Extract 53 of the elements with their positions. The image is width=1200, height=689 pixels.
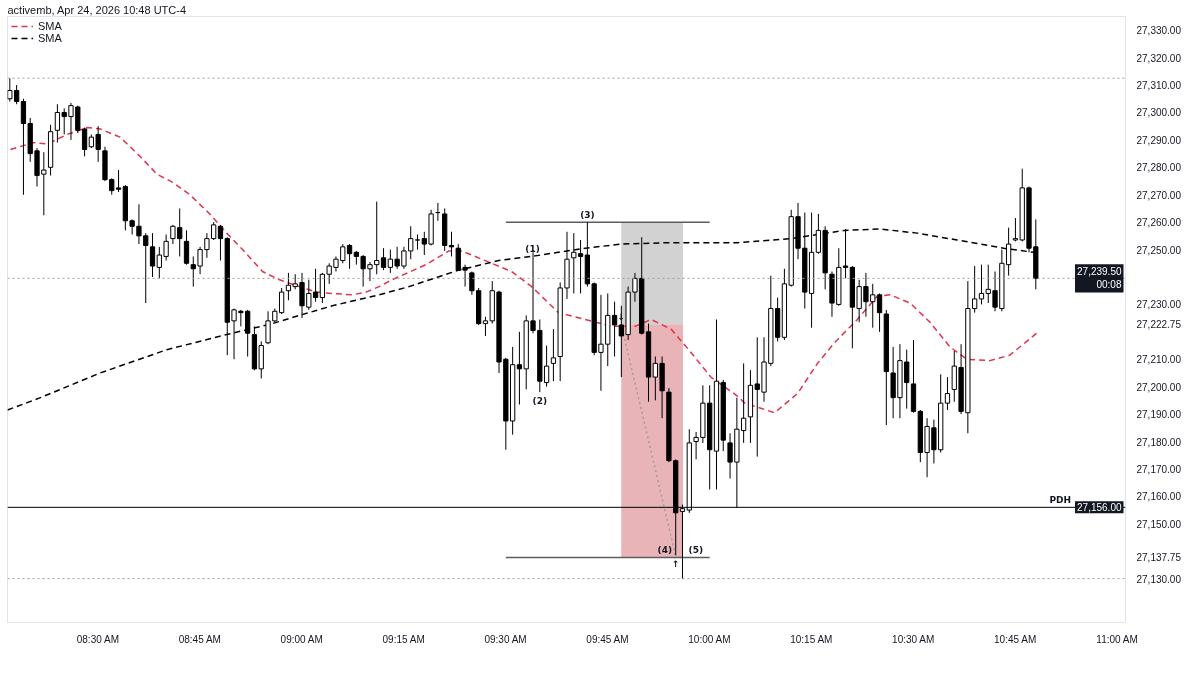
x-tick-label: 11:00 AM: [1096, 633, 1138, 645]
annotation: (5): [688, 545, 704, 556]
y-tick-label: 27,270.00: [1136, 189, 1182, 201]
annotation: (1): [525, 244, 540, 255]
x-tick-label: 09:00 AM: [280, 633, 323, 645]
ref-line-label: 27,156.00: [1077, 502, 1122, 514]
annotation: (4): [657, 545, 673, 556]
line-series: [9, 126, 1038, 414]
y-tick-label: 27,290.00: [1136, 134, 1182, 146]
x-tick-label: 09:45 AM: [586, 633, 629, 645]
annotation: ↑: [671, 559, 680, 570]
candlestick: [978, 264, 985, 305]
y-tick-label: 27,210.00: [1136, 354, 1182, 366]
y-tick-label: 27,320.00: [1136, 52, 1182, 64]
y-tick-label: 27,137.75: [1136, 552, 1182, 564]
y-tick-label: 27,330.00: [1136, 25, 1182, 37]
x-tick-label: 10:15 AM: [790, 633, 833, 645]
candlestick: [217, 224, 224, 262]
text: activemb, Apr 24, 2026 10:48 UTC-4: [7, 3, 187, 16]
y-tick-label: 27,280.00: [1136, 162, 1182, 174]
y-tick-label: 27,230.00: [1136, 299, 1182, 311]
x-tick-label: 10:00 AM: [688, 633, 731, 645]
annotation: PDH: [1049, 495, 1072, 506]
candlestick: [265, 310, 271, 345]
y-tick-label: 27,222.75: [1136, 319, 1182, 331]
y-tick-label: 27,160.00: [1136, 491, 1182, 503]
x-tick-label: 09:15 AM: [382, 633, 425, 645]
candlestick: [183, 229, 190, 266]
y-tick-label: 27,170.00: [1136, 463, 1182, 475]
y-tick-label: 27,300.00: [1136, 107, 1182, 119]
candlestick: [319, 272, 326, 304]
x-tick-label: 10:30 AM: [892, 633, 935, 645]
candlestick: [149, 232, 156, 278]
y-tick-label: 27,310.00: [1136, 80, 1182, 92]
legend-label: SMA: [38, 20, 62, 32]
y-tick-label: 27,180.00: [1136, 436, 1182, 448]
x-tick-label: 10:45 AM: [994, 633, 1037, 645]
y-tick-label: 27,260.00: [1136, 217, 1182, 229]
x-tick-label: 09:30 AM: [484, 633, 527, 645]
y-tick-label: 27,130.00: [1136, 573, 1182, 585]
y-tick-label: 27,150.00: [1136, 518, 1182, 530]
y-tick-label: 27,200.00: [1136, 381, 1182, 393]
x-tick-label: 08:30 AM: [76, 633, 120, 645]
legend-label: SMA: [38, 32, 62, 44]
x-tick-label: 08:45 AM: [178, 633, 221, 645]
candlestick: [550, 328, 557, 382]
annotation: (3): [580, 210, 595, 221]
y-tick-label: 27,190.00: [1136, 409, 1182, 421]
annotation: (2): [532, 396, 548, 407]
annotation: ↓: [617, 312, 625, 323]
ref-line-label: 27,239.50 00:08: [1077, 266, 1122, 291]
y-tick-label: 27,250.00: [1136, 244, 1182, 256]
candlestick: [944, 376, 951, 411]
